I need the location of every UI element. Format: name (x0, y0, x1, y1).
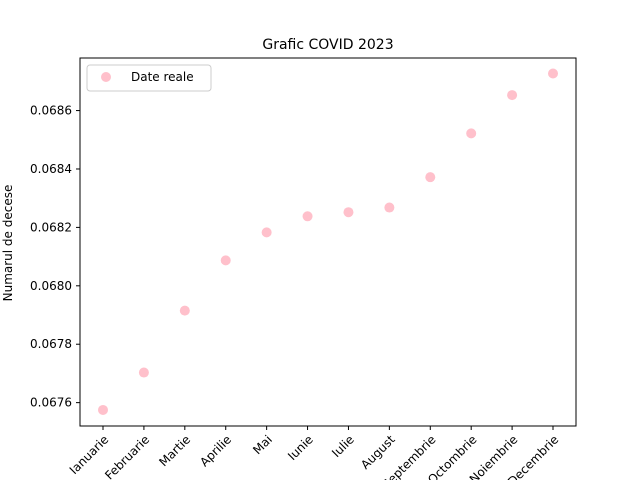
data-point-octombrie (466, 128, 477, 139)
legend-marker (101, 72, 111, 82)
legend: Date reale (86, 64, 212, 92)
y-tick-label: 0.0676 (30, 396, 72, 410)
y-tick-label: 0.0684 (30, 162, 72, 176)
data-point-ianuarie (98, 404, 108, 415)
data-point-mai (261, 227, 272, 238)
plot-area (79, 57, 577, 427)
legend-box (86, 64, 212, 92)
plot-frame (79, 57, 577, 427)
data-point-decembrie (548, 68, 559, 79)
data-point-noiembrie (507, 90, 518, 101)
y-axis: 0.0676 0.0678 0.0680 0.0682 0.0684 0.0686 (30, 104, 80, 410)
data-point-aprilie (220, 255, 231, 266)
y-tick-label: 0.0682 (30, 220, 72, 234)
y-tick-label: 0.0678 (30, 337, 72, 351)
data-point-februarie (138, 367, 149, 378)
chart-title: Grafic COVID 2023 (262, 37, 393, 53)
y-tick-label: 0.0686 (30, 104, 72, 118)
data-point-septembrie (425, 172, 436, 183)
data-points (98, 68, 559, 415)
legend-label: Date reale (131, 70, 194, 84)
y-axis-label: Numarul de decese (1, 185, 15, 302)
data-point-iunie (302, 211, 313, 222)
y-tick-label: 0.0680 (30, 279, 72, 293)
data-point-august (384, 202, 395, 213)
data-point-martie (179, 305, 190, 316)
data-point-iulie (343, 207, 354, 218)
